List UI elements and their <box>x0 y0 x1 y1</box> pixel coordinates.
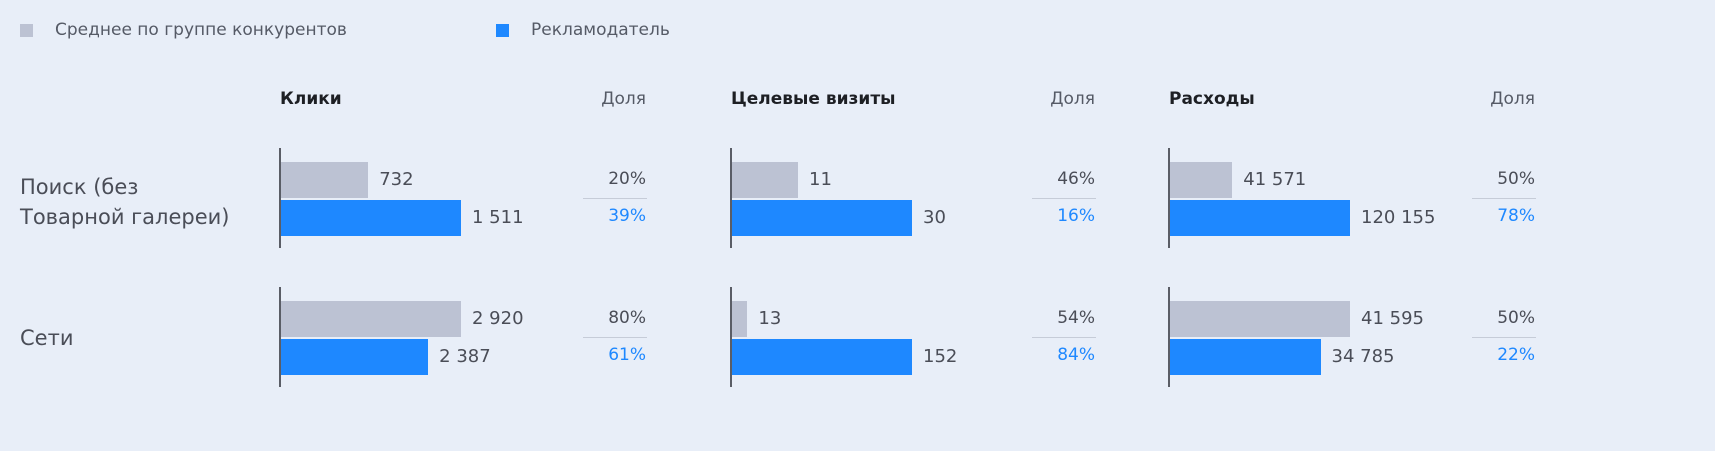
bar-competitors <box>1170 162 1233 198</box>
share-advertiser: 78% <box>1497 206 1535 226</box>
legend-label: Среднее по группе конкурентов <box>55 20 347 40</box>
share-divider <box>583 337 647 338</box>
legend-swatch-competitors <box>20 23 33 37</box>
value-label-advertiser: 34 785 <box>1331 346 1395 367</box>
share-divider <box>1472 337 1536 338</box>
row-label-networks: Сети <box>20 323 73 353</box>
value-label-advertiser: 120 155 <box>1361 207 1436 228</box>
bar-axis <box>1168 287 1170 387</box>
row-label-line: Сети <box>20 326 74 350</box>
share-divider <box>583 198 647 199</box>
share-header: Доля <box>601 89 646 109</box>
share-advertiser: 61% <box>608 345 646 365</box>
panel-title: Клики <box>280 89 342 109</box>
bar-axis <box>279 148 281 248</box>
panel-title: Целевые визиты <box>731 89 896 109</box>
value-label-competitors: 41 595 <box>1361 308 1424 329</box>
bar-advertiser <box>281 200 461 236</box>
value-label-competitors: 11 <box>809 169 832 190</box>
bar-advertiser <box>732 200 912 236</box>
share-advertiser: 16% <box>1057 206 1095 226</box>
bar-competitors <box>732 162 798 198</box>
bar-advertiser <box>281 339 429 375</box>
bar-axis <box>1168 148 1170 248</box>
value-label-advertiser: 1 511 <box>472 207 524 228</box>
legend-swatch-advertiser <box>496 23 509 37</box>
bar-competitors <box>281 301 461 337</box>
legend-item-competitors: Среднее по группе конкурентов <box>20 20 347 40</box>
legend-label: Рекламодатель <box>531 20 670 40</box>
row-label-line: Поиск (без <box>20 175 139 199</box>
bar-competitors <box>732 301 748 337</box>
row-label-line: Товарной галереи) <box>20 205 230 229</box>
bar-advertiser <box>1170 339 1321 375</box>
share-competitors: 80% <box>608 308 646 328</box>
panel-title: Расходы <box>1169 89 1255 109</box>
share-competitors: 50% <box>1497 169 1535 189</box>
share-advertiser: 22% <box>1497 345 1535 365</box>
bar-advertiser <box>1170 200 1350 236</box>
share-competitors: 50% <box>1497 308 1535 328</box>
value-label-competitors: 732 <box>379 169 414 190</box>
share-header: Доля <box>1490 89 1535 109</box>
bar-axis <box>730 148 732 248</box>
bar-advertiser <box>732 339 912 375</box>
share-competitors: 46% <box>1057 169 1095 189</box>
bar-axis <box>279 287 281 387</box>
share-divider <box>1472 198 1536 199</box>
share-competitors: 20% <box>608 169 646 189</box>
value-label-competitors: 41 571 <box>1243 169 1307 190</box>
share-header: Доля <box>1050 89 1095 109</box>
bar-competitors <box>1170 301 1350 337</box>
share-divider <box>1032 337 1096 338</box>
value-label-advertiser: 2 387 <box>439 346 491 367</box>
value-label-advertiser: 30 <box>923 207 946 228</box>
share-competitors: 54% <box>1057 308 1095 328</box>
share-advertiser: 84% <box>1057 345 1095 365</box>
share-advertiser: 39% <box>608 206 646 226</box>
value-label-competitors: 13 <box>758 308 782 329</box>
value-label-competitors: 2 920 <box>472 308 524 329</box>
bar-axis <box>730 287 732 387</box>
share-divider <box>1032 198 1096 199</box>
bar-competitors <box>281 162 369 198</box>
row-label-search: Поиск (без Товарной галереи) <box>20 172 230 232</box>
legend-item-advertiser: Рекламодатель <box>496 20 670 40</box>
value-label-advertiser: 152 <box>923 346 958 367</box>
